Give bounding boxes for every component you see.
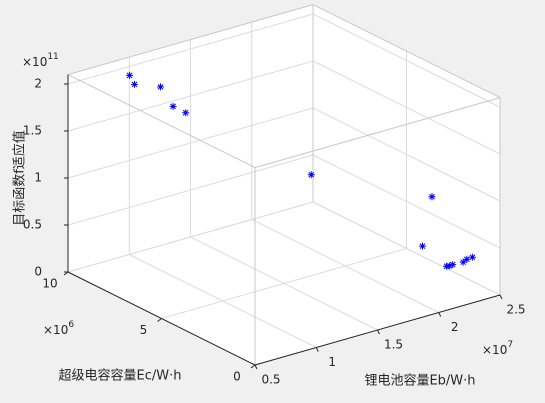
y-tick-label: 0 <box>233 370 241 384</box>
marker <box>307 171 315 179</box>
marker <box>446 262 454 270</box>
z-tick-label: 2 <box>34 77 42 91</box>
z-exponent-base: ×10 <box>22 55 47 69</box>
z-axis-label: 目标函数f适应值 <box>12 130 28 226</box>
marker <box>182 109 190 117</box>
grid-line <box>67 107 314 179</box>
grid-line <box>312 13 501 108</box>
y-axis-label: 超级电容容量Ec/W·h <box>59 368 182 384</box>
x-tick-label: 2.5 <box>506 303 525 317</box>
x-tick <box>499 294 503 300</box>
marker <box>463 255 471 263</box>
grid-line <box>312 154 501 249</box>
y-exponent: ×106 <box>43 320 74 337</box>
x-axis-label: 锂电池容量Eb/W·h <box>364 373 475 389</box>
grid-line <box>67 154 314 226</box>
x-tick <box>315 347 319 352</box>
y-tick-label: 10 <box>42 277 57 291</box>
marker <box>169 102 177 110</box>
grid-line <box>67 201 314 273</box>
x-tick <box>438 312 442 317</box>
grid-line <box>67 60 314 132</box>
x-tick-label: 0.5 <box>261 373 280 387</box>
y-tick <box>250 364 256 369</box>
y-tick-label: 5 <box>140 323 148 337</box>
marker <box>130 80 138 88</box>
grid-line <box>312 60 501 155</box>
box-edge <box>67 4 314 76</box>
box-edge <box>67 74 256 169</box>
z-tick-label: 1 <box>34 171 42 185</box>
z-tick-label: 1.5 <box>23 124 42 138</box>
x-exponent-base: ×10 <box>482 343 507 357</box>
x-tick <box>377 329 380 335</box>
grid-line <box>312 201 501 296</box>
z-tick-label: 0 <box>34 265 42 279</box>
box-edge <box>312 4 501 99</box>
box-edge <box>254 97 501 169</box>
marker <box>428 193 436 201</box>
y-tick <box>157 318 162 322</box>
x-tick-label: 2 <box>451 320 459 334</box>
z-tick-label: 0.5 <box>23 218 42 232</box>
x-exponent-power: 7 <box>507 340 513 350</box>
y-exponent-power: 6 <box>68 320 74 330</box>
marker <box>419 242 426 250</box>
marker <box>449 261 457 269</box>
y-exponent-base: ×10 <box>43 323 68 337</box>
marker <box>157 83 165 91</box>
grid-line <box>312 107 501 202</box>
z-exponent: ×1011 <box>22 52 59 69</box>
marker <box>468 253 476 261</box>
x-exponent: ×107 <box>482 340 513 357</box>
x-tick-label: 1.5 <box>384 338 403 352</box>
grid-line <box>161 248 407 319</box>
axes-background <box>63 4 503 370</box>
x-tick <box>254 364 258 370</box>
grid-line <box>67 13 314 85</box>
z-exponent-power: 11 <box>47 52 58 62</box>
x-tick-label: 1 <box>328 355 336 369</box>
marker <box>126 71 134 79</box>
marker <box>459 258 467 266</box>
plot-area <box>68 4 500 365</box>
